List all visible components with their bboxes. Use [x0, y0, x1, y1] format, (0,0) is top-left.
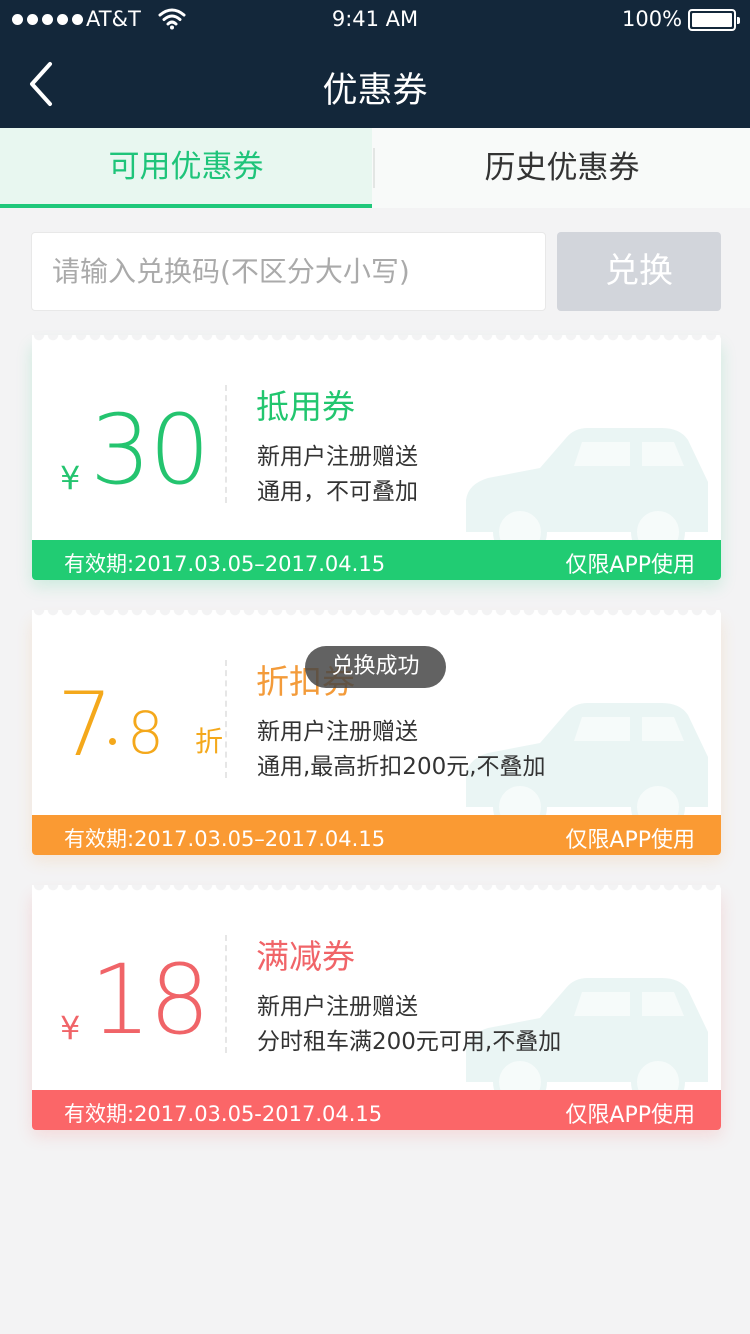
chevron-left-icon	[30, 62, 52, 106]
discount-amount: 7 8 折	[57, 670, 227, 790]
tab-available-coupons[interactable]: 可用优惠券	[0, 128, 372, 208]
decimal-dot	[109, 738, 116, 745]
discount-integer: 7	[57, 673, 113, 776]
tab-history-coupons[interactable]: 历史优惠券	[484, 150, 640, 186]
redeem-button[interactable]: 兑换	[557, 232, 721, 311]
desc-line: 通用，不可叠加	[257, 479, 418, 505]
redeem-code-input[interactable]	[31, 232, 546, 311]
amount-value: 30	[90, 394, 210, 506]
coupon-title: 抵用券	[256, 387, 355, 426]
coupon-footer: 有效期:2017.03.05–2017.04.15 仅限APP使用	[32, 540, 721, 580]
car-icon	[466, 978, 708, 1095]
toast-message: 兑换成功	[305, 646, 446, 688]
coupon-description: 新用户注册赠送 通用，不可叠加	[257, 440, 418, 510]
coupon-card-discount[interactable]: 7 8 折 折扣券 新用户注册赠送 通用,最高折扣200元,不叠加 有效期:20…	[32, 610, 721, 855]
dashed-divider	[225, 660, 227, 778]
status-bar: AT&T 9:41 AM 100%	[0, 0, 750, 40]
coupon-amount: ¥ 18	[60, 945, 230, 1065]
usage-scope: 仅限APP使用	[565, 553, 695, 578]
coupon-footer: 有效期:2017.03.05-2017.04.15 仅限APP使用	[32, 1090, 721, 1130]
signal-icon	[12, 14, 83, 25]
dashed-divider	[225, 385, 227, 503]
validity-period: 有效期:2017.03.05-2017.04.15	[64, 1102, 383, 1126]
back-button[interactable]	[24, 60, 64, 108]
dashed-divider	[225, 935, 227, 1053]
validity-period: 有效期:2017.03.05–2017.04.15	[64, 827, 386, 851]
status-time: 9:41 AM	[331, 7, 419, 31]
page-title: 优惠券	[322, 71, 428, 111]
usage-scope: 仅限APP使用	[565, 828, 695, 853]
coupon-title: 满减券	[256, 937, 355, 976]
desc-line: 新用户注册赠送	[257, 719, 418, 745]
car-icon	[466, 428, 708, 545]
coupon-footer: 有效期:2017.03.05–2017.04.15 仅限APP使用	[32, 815, 721, 855]
discount-unit: 折	[195, 725, 224, 758]
validity-period: 有效期:2017.03.05–2017.04.15	[64, 552, 386, 576]
battery-icon	[688, 9, 740, 31]
desc-line: 通用,最高折扣200元,不叠加	[257, 754, 546, 780]
usage-scope: 仅限APP使用	[565, 1103, 695, 1128]
coupon-amount: ¥ 30	[60, 395, 230, 515]
currency-symbol: ¥	[60, 1009, 81, 1047]
desc-line: 新用户注册赠送	[257, 444, 418, 470]
coupon-description: 新用户注册赠送 分时租车满200元可用,不叠加	[257, 990, 561, 1060]
carrier-label: AT&T	[86, 7, 141, 31]
tab-bar: 可用优惠券 历史优惠券	[0, 128, 750, 208]
header: AT&T 9:41 AM 100% 优惠券	[0, 0, 750, 128]
coupon-card-full-reduction[interactable]: ¥ 18 满减券 新用户注册赠送 分时租车满200元可用,不叠加 有效期:201…	[32, 885, 721, 1130]
currency-symbol: ¥	[60, 459, 81, 497]
discount-decimal: 8	[127, 699, 164, 767]
tab-divider	[373, 148, 375, 188]
desc-line: 分时租车满200元可用,不叠加	[257, 1029, 562, 1055]
coupon-card-voucher[interactable]: ¥ 30 抵用券 新用户注册赠送 通用，不可叠加 有效期:2017.03.05–…	[32, 335, 721, 580]
desc-line: 新用户注册赠送	[257, 994, 418, 1020]
coupon-description: 新用户注册赠送 通用,最高折扣200元,不叠加	[257, 715, 546, 785]
wifi-icon	[158, 8, 186, 30]
car-icon	[466, 703, 708, 820]
battery-percent: 100%	[622, 7, 683, 31]
amount-value: 18	[90, 944, 210, 1056]
